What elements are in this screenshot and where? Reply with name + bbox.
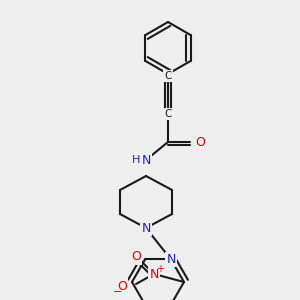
- Text: +: +: [156, 264, 164, 274]
- Text: O: O: [117, 280, 127, 292]
- Text: N: N: [141, 221, 151, 235]
- Text: O: O: [195, 136, 205, 148]
- Text: C: C: [164, 109, 172, 119]
- Text: C: C: [164, 71, 172, 81]
- Text: −: −: [113, 287, 123, 297]
- Text: H: H: [132, 155, 140, 165]
- Text: N: N: [141, 154, 151, 166]
- Text: O: O: [131, 250, 141, 263]
- Text: N: N: [166, 253, 176, 266]
- Text: N: N: [149, 268, 159, 281]
